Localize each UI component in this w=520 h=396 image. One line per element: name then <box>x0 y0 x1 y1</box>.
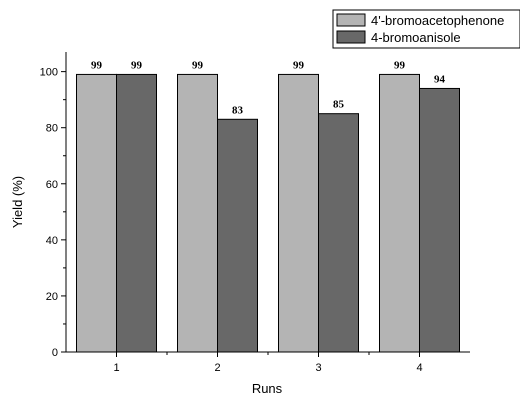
bars-group: 99 99 99 83 99 85 99 94 <box>76 59 460 353</box>
bar-bromoacetophenone-run-4 <box>379 73 420 353</box>
data-label: 85 <box>333 99 345 111</box>
x-tick-label: 4 <box>416 362 422 374</box>
y-tick-label: 60 <box>46 179 58 191</box>
y-tick-label: 20 <box>46 291 58 303</box>
y-tick-label: 40 <box>46 235 58 247</box>
data-label: 99 <box>91 59 103 71</box>
legend-label: 4'-bromoacetophenone <box>371 13 504 28</box>
data-label: 83 <box>232 104 244 116</box>
data-label: 94 <box>434 73 446 85</box>
data-label: 99 <box>131 59 143 71</box>
legend-swatch <box>336 13 366 27</box>
bar-bromoanisole-run-4 <box>419 87 460 353</box>
bar-bromoanisole-run-1 <box>116 73 157 353</box>
data-label: 99 <box>192 59 204 71</box>
bar-bromoanisole-run-2 <box>217 118 258 353</box>
y-tick-label: 80 <box>46 123 58 135</box>
legend-swatch <box>336 30 366 44</box>
bar-bromoacetophenone-run-3 <box>278 73 319 353</box>
legend-label: 4-bromoanisole <box>371 30 461 45</box>
bar-bromoacetophenone-run-1 <box>76 73 117 353</box>
y-axis-title: Yield (%) <box>10 176 25 228</box>
data-label: 99 <box>394 59 406 71</box>
x-tick-label: 2 <box>214 362 220 374</box>
data-label: 99 <box>293 59 305 71</box>
axes-group: 0 20 40 60 80 100 1 2 3 4 <box>40 52 470 374</box>
x-axis-title: Runs <box>252 381 283 396</box>
bar-bromoanisole-run-3 <box>318 113 359 353</box>
x-tick-label: 1 <box>113 362 119 374</box>
legend: 4'-bromoacetophenone 4-bromoanisole <box>332 9 520 49</box>
x-tick-label: 3 <box>315 362 321 374</box>
y-tick-label: 0 <box>52 347 58 359</box>
y-tick-label: 100 <box>40 67 58 79</box>
bar-bromoacetophenone-run-2 <box>177 73 218 353</box>
